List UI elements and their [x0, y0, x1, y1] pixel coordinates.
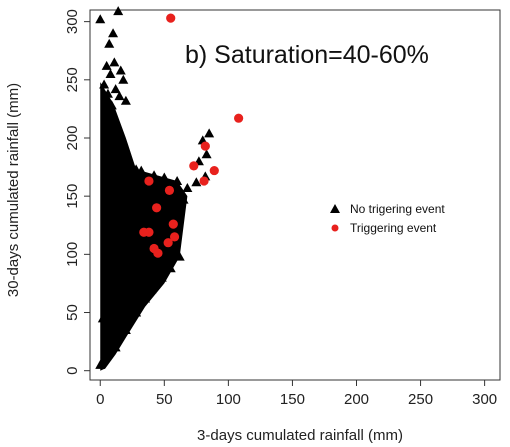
- no-triggering-point: [101, 60, 112, 70]
- no-triggering-point: [104, 38, 115, 48]
- no-triggering-point: [174, 251, 185, 261]
- no-triggering-point: [170, 237, 181, 247]
- dense-point-region: [100, 82, 188, 371]
- no-triggering-point: [115, 65, 126, 75]
- triggering-point: [144, 176, 154, 186]
- no-triggering-point: [110, 342, 121, 352]
- axes: 0 50 100 150 200 250 300 0 50 100 150 200 250 300: [64, 9, 501, 408]
- triggering-point: [169, 232, 180, 242]
- y-tick-label: 150: [64, 184, 81, 209]
- triggering-point: [164, 185, 175, 195]
- no-triggering-point: [95, 359, 106, 369]
- no-triggering-point: [156, 272, 167, 282]
- x-tick-label: 50: [156, 391, 173, 408]
- y-axis-title: 30-days cumulated rainfall (mm): [5, 83, 22, 297]
- no-triggering-point: [172, 176, 183, 186]
- no-triggering-point: [140, 293, 151, 303]
- no-triggering-point: [95, 14, 106, 24]
- no-triggering-point: [123, 216, 134, 226]
- triggering-point: [209, 165, 219, 176]
- no-triggering-point: [108, 28, 119, 38]
- no-triggering-point: [97, 313, 108, 323]
- y-tick-label: 50: [64, 304, 81, 321]
- no-triggering-point: [133, 235, 144, 245]
- no-triggering-point: [110, 84, 121, 94]
- no-triggering-point: [99, 79, 110, 89]
- triggering-point: [234, 113, 244, 123]
- no-triggering-point: [118, 74, 129, 84]
- chart-title: b) Saturation=40-60%: [185, 41, 429, 69]
- no-triggering-point: [131, 307, 142, 317]
- triggering-point: [153, 248, 163, 258]
- triggering-point: [163, 238, 173, 248]
- x-tick-label: 250: [408, 391, 433, 408]
- no-triggering-point: [165, 263, 176, 273]
- no-triggering-point: [102, 88, 113, 98]
- no-triggering-point: [113, 6, 124, 16]
- triggering-point: [199, 176, 209, 186]
- no-triggering-point: [100, 348, 111, 358]
- no-triggering-point: [106, 100, 117, 110]
- triggering-point: [200, 141, 210, 151]
- no-triggering-point: [146, 284, 157, 294]
- legend-marker-no-triggering: [330, 204, 340, 213]
- no-triggering-point: [136, 165, 147, 175]
- legend: No trigering event Triggering event: [330, 202, 445, 235]
- x-tick-label: 0: [96, 391, 104, 408]
- no-triggering-point: [178, 194, 189, 204]
- triggering-point: [139, 227, 149, 237]
- no-triggering-point: [118, 255, 129, 265]
- triggering-point: [189, 161, 199, 171]
- y-tick-label: 200: [64, 125, 81, 150]
- no-triggering-point: [204, 128, 215, 138]
- y-tick-label: 100: [64, 242, 81, 267]
- x-tick-label: 150: [280, 391, 305, 408]
- no-triggering-point: [105, 330, 116, 340]
- no-triggering-point: [191, 177, 202, 187]
- y-tick-label: 0: [64, 367, 81, 375]
- legend-marker-triggering: [331, 224, 339, 232]
- no-triggering-point: [201, 149, 212, 159]
- non-triggering-density-cloud: [100, 82, 188, 371]
- x-tick-label: 200: [344, 391, 369, 408]
- triggering-point: [168, 219, 178, 229]
- y-tick-label: 250: [64, 67, 81, 92]
- legend-label-triggering: Triggering event: [350, 221, 437, 235]
- x-axis-title: 3-days cumulated rainfall (mm): [197, 427, 403, 444]
- x-tick-label: 300: [472, 391, 497, 408]
- data-points: [95, 6, 244, 369]
- no-triggering-point: [120, 324, 131, 334]
- no-triggering-point: [182, 183, 193, 193]
- triggering-point: [166, 13, 176, 23]
- no-triggering-point: [120, 95, 131, 105]
- legend-label-no-triggering: No trigering event: [350, 202, 445, 216]
- y-tick-label: 300: [64, 9, 81, 34]
- no-triggering-point: [159, 172, 170, 182]
- no-triggering-point: [159, 202, 170, 212]
- triggering-point: [152, 203, 162, 213]
- plot-frame: [89, 9, 501, 381]
- no-triggering-point: [109, 57, 120, 67]
- no-triggering-point: [169, 190, 180, 199]
- no-triggering-point: [114, 91, 125, 101]
- no-triggering-point: [108, 272, 119, 282]
- no-triggering-point: [101, 295, 112, 305]
- no-triggering-point: [105, 68, 116, 78]
- no-triggering-point: [149, 170, 160, 180]
- x-tick-label: 100: [216, 391, 241, 408]
